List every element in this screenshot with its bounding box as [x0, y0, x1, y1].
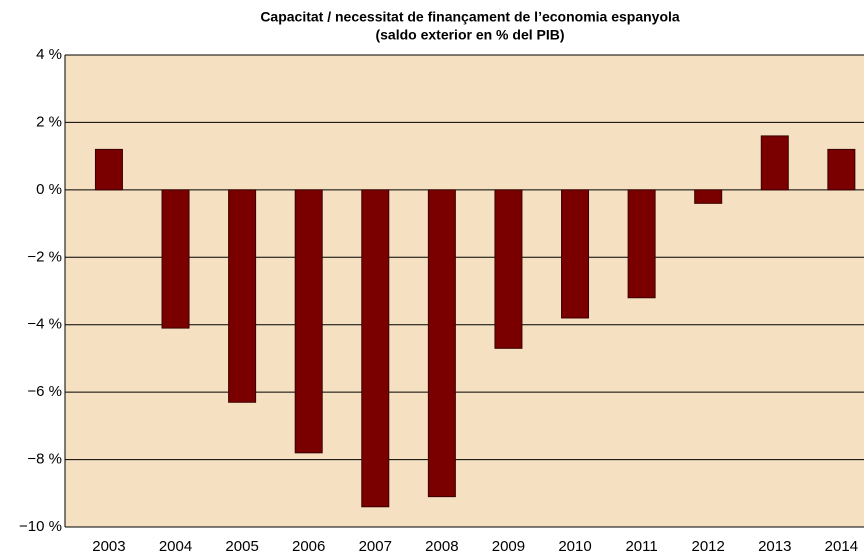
y-tick-label: −6 %: [27, 383, 62, 400]
x-tick-label: 2014: [825, 538, 858, 555]
bar: [627, 189, 656, 299]
bar: [294, 189, 323, 454]
y-tick-label: 4 %: [36, 46, 62, 63]
bar: [228, 189, 257, 403]
x-tick-label: 2011: [625, 538, 657, 555]
x-tick-label: 2004: [159, 538, 192, 555]
bar: [760, 135, 789, 191]
x-tick-label: 2006: [292, 538, 325, 555]
bar: [561, 189, 590, 319]
x-tick-label: 2007: [359, 538, 392, 555]
x-tick-label: 2010: [558, 538, 591, 555]
bar: [361, 189, 390, 508]
bar: [827, 148, 856, 191]
y-tick-label: −2 %: [27, 248, 62, 265]
bar: [427, 189, 456, 498]
x-tick-label: 2005: [225, 538, 258, 555]
bar: [94, 148, 123, 191]
x-tick-label: 2009: [492, 538, 525, 555]
x-tick-label: 2012: [692, 538, 725, 555]
y-tick-label: 2 %: [36, 113, 62, 130]
chart-subtitle: (saldo exterior en % del PIB): [375, 27, 564, 43]
x-tick-label: 2008: [425, 538, 458, 555]
x-tick-label: 2013: [758, 538, 791, 555]
y-tick-label: −8 %: [27, 451, 62, 468]
plot-area: [65, 55, 864, 527]
y-tick-label: −4 %: [27, 316, 62, 333]
chart-title: Capacitat / necessitat de finançament de…: [260, 9, 680, 25]
y-tick-label: −10 %: [19, 518, 62, 535]
bar: [161, 189, 190, 329]
y-tick-label: 0 %: [36, 181, 62, 198]
bar: [494, 189, 523, 349]
x-tick-label: 2003: [92, 538, 125, 555]
bar: [694, 189, 723, 204]
